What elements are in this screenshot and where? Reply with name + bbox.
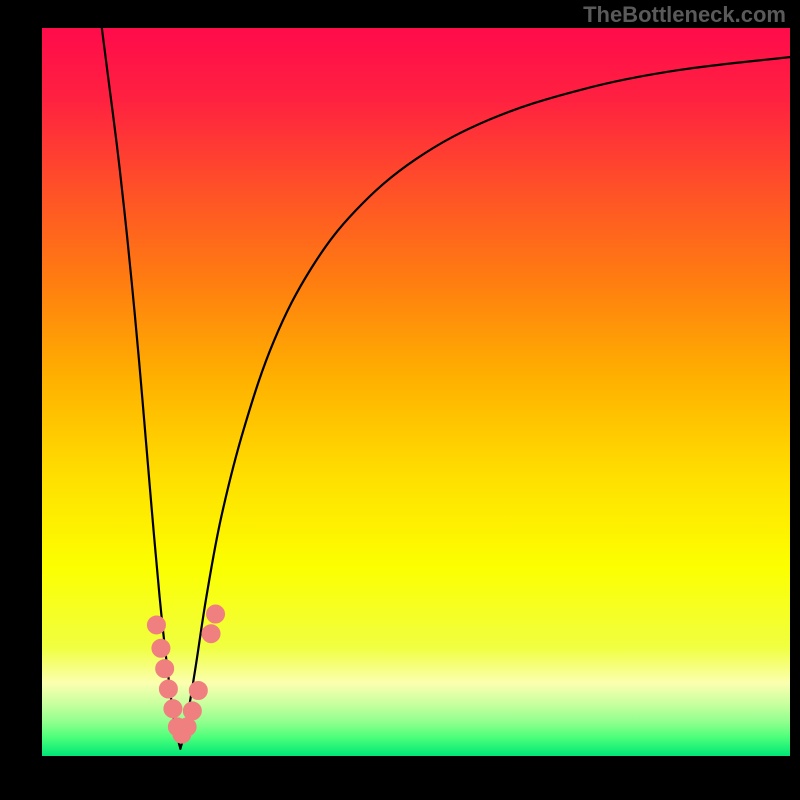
data-marker-11 — [207, 605, 225, 623]
data-marker-10 — [202, 625, 220, 643]
chart-canvas: TheBottleneck.com — [0, 0, 800, 800]
frame-bottom — [0, 756, 800, 800]
data-marker-4 — [164, 700, 182, 718]
curve-right-branch — [180, 57, 790, 749]
watermark-text: TheBottleneck.com — [583, 2, 786, 28]
data-marker-9 — [189, 681, 207, 699]
data-marker-1 — [152, 639, 170, 657]
data-marker-8 — [183, 702, 201, 720]
frame-right — [790, 0, 800, 800]
data-marker-3 — [159, 680, 177, 698]
frame-left — [0, 0, 42, 800]
curve-left-branch — [102, 28, 181, 749]
data-marker-7 — [178, 718, 196, 736]
data-marker-0 — [147, 616, 165, 634]
plot-svg — [0, 0, 800, 800]
data-marker-2 — [156, 660, 174, 678]
